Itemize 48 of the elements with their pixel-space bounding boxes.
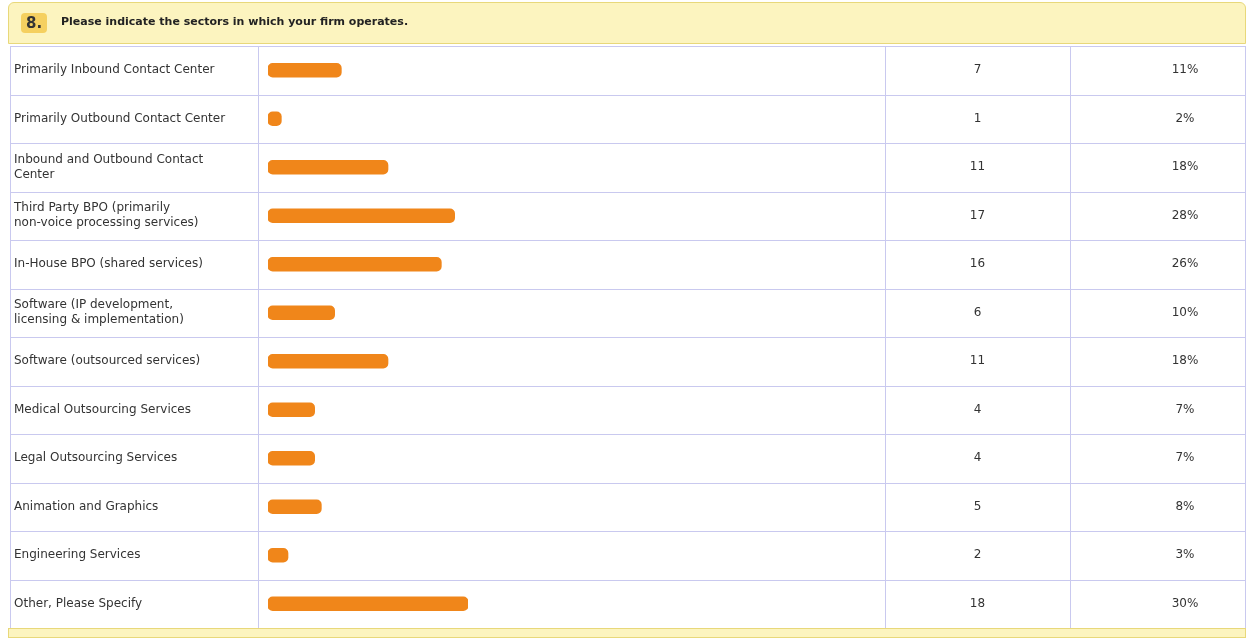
data-label: 7%	[1175, 450, 1195, 465]
y-tick-label: Legal Outsourcing Services	[14, 450, 178, 465]
text: 11	[969, 353, 986, 368]
y-tick-label: Primarily Outbound Contact Center	[14, 110, 226, 125]
data-label: 7%	[1175, 401, 1195, 416]
text: 16	[969, 256, 986, 271]
y-tick-label: Animation and Graphics	[14, 498, 159, 513]
bar	[268, 62, 342, 78]
bar	[268, 450, 315, 466]
bar	[268, 159, 389, 175]
data-label: 11%	[1171, 62, 1199, 77]
y-tick-label: Third Party BPO (primarily non-voice processing services)	[13, 200, 199, 230]
bar	[268, 256, 442, 272]
text: 2	[973, 547, 982, 562]
text: 8.	[21, 13, 48, 33]
y-tick-label: Software (outsourced services)	[14, 353, 201, 368]
text: 4	[973, 401, 982, 416]
y-tick-label: Inbound and Outbound Contact Center	[14, 151, 204, 181]
data-label: 3%	[1175, 547, 1195, 562]
data-label: 30%	[1171, 595, 1199, 610]
text: 17	[969, 207, 986, 222]
text: 6	[973, 304, 982, 319]
text: 18	[969, 595, 986, 610]
text: 1	[973, 110, 982, 125]
data-label: 8%	[1175, 498, 1195, 513]
text: 4	[973, 450, 982, 465]
y-tick-label: Software (IP development, licensing & implementation)	[14, 297, 184, 327]
bar	[268, 208, 455, 224]
y-tick-label: Other, Please Specify	[14, 595, 143, 610]
data-label: 2%	[1175, 110, 1195, 125]
bar	[268, 596, 468, 612]
y-tick-label: Engineering Services	[14, 547, 141, 562]
text: 11	[969, 159, 986, 174]
bar	[268, 353, 389, 369]
y-tick-label: In-House BPO (shared services)	[14, 256, 203, 271]
bar	[268, 305, 335, 321]
text: 5	[973, 498, 982, 513]
data-label: 10%	[1171, 304, 1199, 319]
chart-title: Please indicate the sectors in which your firm operates.	[61, 15, 409, 28]
data-label: 28%	[1171, 207, 1199, 222]
data-label: 18%	[1171, 159, 1199, 174]
data-label: 18%	[1171, 353, 1199, 368]
data-label: 26%	[1171, 256, 1199, 271]
y-tick-label: Primarily Inbound Contact Center	[14, 62, 215, 77]
bar	[268, 402, 315, 418]
y-tick-label: Medical Outsourcing Services	[14, 401, 191, 416]
bar	[268, 499, 322, 515]
text: 7	[973, 62, 982, 77]
